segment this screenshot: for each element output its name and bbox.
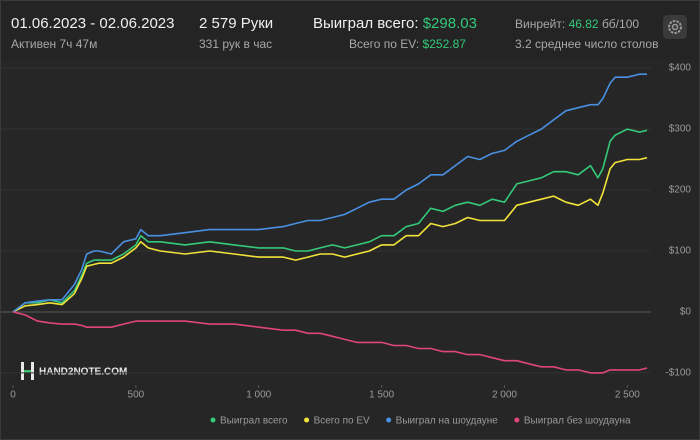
won-total: Выиграл всего: $298.03	[313, 15, 477, 32]
series-line	[12, 128, 648, 313]
x-tick-label: 1 000	[246, 390, 271, 401]
won-total-value: $298.03	[422, 15, 477, 32]
y-tick-label: $300	[669, 124, 692, 135]
x-tick-label: 500	[128, 390, 145, 401]
x-tick-label: 0	[10, 390, 16, 401]
x-tick-label: 1 500	[369, 390, 394, 401]
legend: Выиграл всего Всего по EV Выиграл на шоуда…	[210, 415, 631, 427]
y-tick-label: $400	[669, 63, 692, 74]
hands: 2 579 Руки	[199, 15, 274, 32]
y-tick-label: $200	[669, 185, 692, 196]
legend-label: Выиграл на шоудауне	[396, 416, 499, 427]
watermark-logo: HAND2NOTE.COM	[21, 362, 127, 380]
gear-icon	[668, 20, 682, 34]
legend-marker	[304, 417, 310, 423]
legend-label: Выиграл без шоудауна	[524, 415, 631, 427]
series-line	[12, 311, 648, 374]
date-range: 01.06.2023 - 02.06.2023	[11, 15, 175, 32]
legend-label: Всего по EV	[314, 416, 370, 427]
ev-label: Всего по EV:	[349, 37, 420, 51]
y-tick-label: -$100	[665, 368, 691, 379]
legend-marker	[386, 417, 392, 423]
legend-label: Выиграл всего	[220, 416, 288, 427]
winrate: Винрейт: 46.82 бб/100	[515, 17, 639, 31]
chart-bg	[1, 59, 699, 439]
ev-total: Всего по EV: $252.87	[349, 37, 466, 51]
winrate-value: 46.82	[568, 17, 599, 31]
won-total-label: Выиграл всего:	[313, 15, 419, 32]
ev-value: $252.87	[422, 37, 466, 51]
active-time: Активен 7ч 47м	[11, 37, 98, 51]
y-tick-label: $100	[669, 246, 692, 257]
legend-marker	[210, 417, 216, 423]
series-line	[12, 156, 648, 313]
watermark: HAND2NOTE.COM	[39, 367, 127, 378]
settings-button[interactable]	[663, 15, 687, 39]
x-tick-label: 2 000	[492, 390, 517, 401]
y-tick-label: $0	[680, 307, 692, 318]
legend-marker	[514, 417, 520, 423]
avg-tables: 3.2 среднее число столов	[515, 37, 659, 51]
winrate-label: Винрейт:	[515, 17, 566, 31]
hands-per-hour: 331 рук в час	[199, 37, 273, 51]
x-tick-label: 2 500	[615, 390, 640, 401]
series-line	[12, 73, 647, 313]
winrate-unit: бб/100	[601, 17, 640, 31]
chart: HAND2NOTE.COM -$100 $0 $100 $200 $300 $400 0 50…	[1, 59, 699, 439]
